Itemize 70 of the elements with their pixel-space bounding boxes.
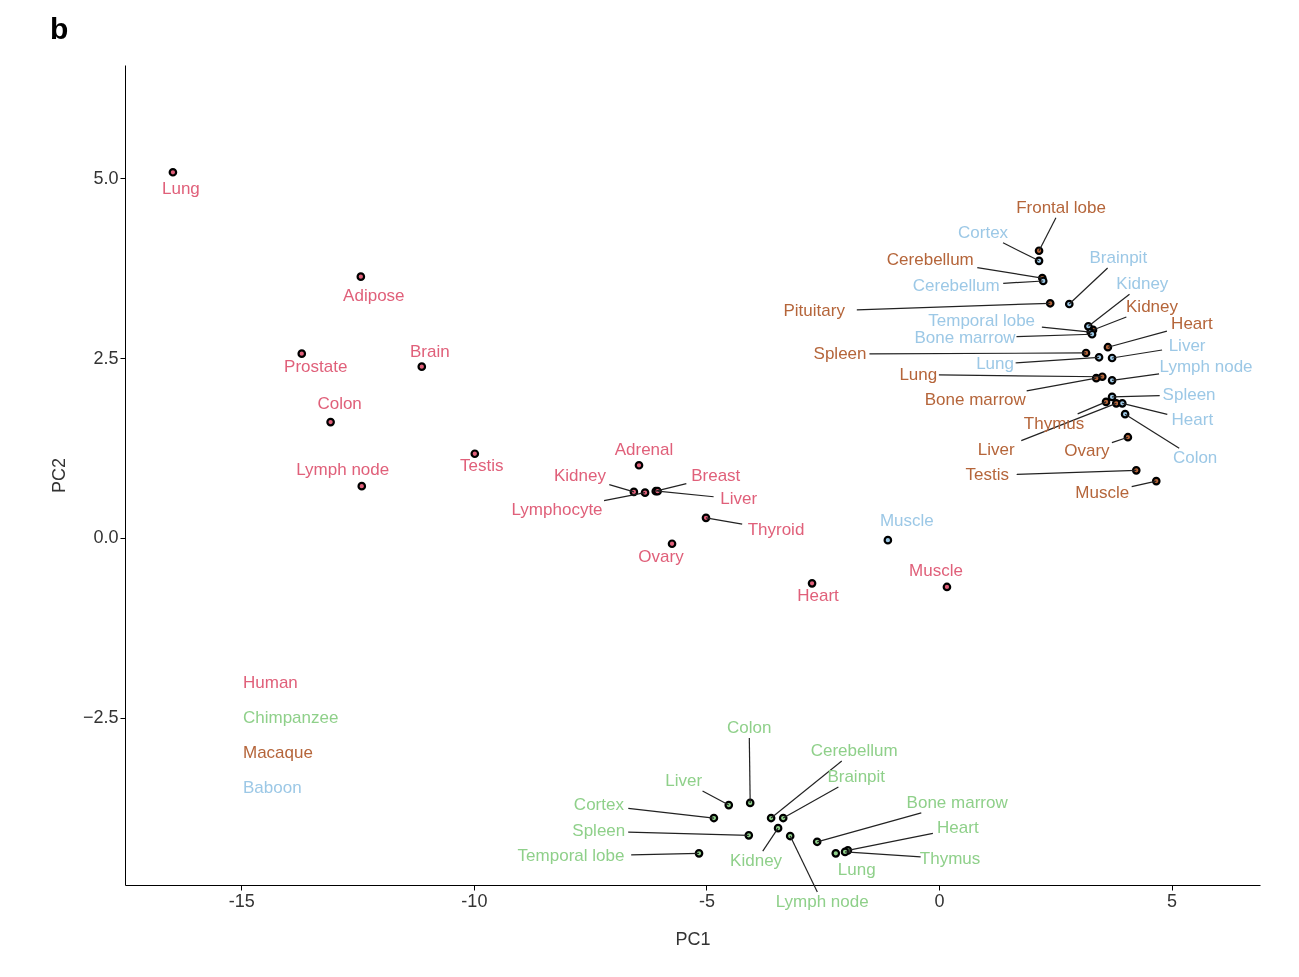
- text: Baboon: [243, 778, 302, 797]
- annotation: Kidney: [1126, 296, 1179, 316]
- text: Human: [243, 673, 298, 692]
- text: Macaque: [243, 743, 313, 762]
- text: Chimpanzee: [243, 708, 339, 727]
- x-tick-label: 0: [934, 890, 945, 911]
- annotation: Brainpit: [827, 767, 886, 787]
- annotation: Adipose: [343, 285, 405, 305]
- annotation: Pituitary: [783, 301, 846, 321]
- x-tick-label: -5: [698, 890, 715, 911]
- annotation: Heart: [1171, 314, 1213, 334]
- annotation: Colon: [1172, 448, 1218, 468]
- annotation: Cerebellum: [886, 250, 974, 270]
- chart-title: b: [50, 12, 69, 45]
- annotation: Lung: [899, 364, 938, 384]
- annotation: Heart: [1171, 410, 1214, 430]
- annotation: Lymph node: [775, 892, 869, 912]
- annotation: Ovary: [1064, 441, 1111, 461]
- annotation: Muscle: [909, 560, 963, 580]
- annotation: Cerebellum: [912, 275, 1000, 295]
- annotation: Lymph node: [1159, 357, 1253, 377]
- annotation: Lymphocyte: [511, 499, 603, 519]
- annotation: Prostate: [284, 356, 348, 376]
- annotation: Lung: [837, 860, 876, 880]
- annotation: Ovary: [638, 546, 685, 566]
- annotation: Lung: [976, 354, 1014, 374]
- annotation: Lymph node: [296, 460, 390, 480]
- annotation: Breast: [691, 466, 741, 486]
- annotation: Cortex: [958, 222, 1009, 242]
- annotation: Kidney: [730, 851, 783, 871]
- annotation: Spleen: [1162, 384, 1216, 404]
- annotation: Bone marrow: [924, 390, 1027, 410]
- annotation: Cortex: [573, 795, 625, 815]
- annotation: Adrenal: [614, 440, 674, 460]
- annotation: Muscle: [1075, 483, 1130, 503]
- annotation: Colon: [726, 717, 772, 737]
- annotation: Testis: [965, 465, 1009, 485]
- x-tick-label: -15: [228, 890, 255, 911]
- annotation: Colon: [317, 394, 362, 414]
- annotation: Bone marrow: [906, 792, 1009, 812]
- y-tick-label: 0.0: [93, 527, 119, 548]
- annotation: Thyroid: [747, 519, 805, 539]
- annotation: Brainpit: [1089, 248, 1148, 268]
- x-tick-label: 5: [1167, 890, 1178, 911]
- annotation: Liver: [1168, 336, 1206, 356]
- annotation: Liver: [665, 771, 703, 791]
- annotation: Testis: [460, 455, 504, 475]
- annotation: Bone marrow: [914, 328, 1017, 348]
- annotation: Thymus: [919, 848, 981, 868]
- annotation: Liver: [720, 489, 758, 509]
- annotation: Kidney: [1116, 274, 1169, 294]
- annotation: Spleen: [813, 343, 867, 363]
- annotation: Brain: [409, 341, 450, 361]
- annotation: Muscle: [879, 511, 934, 531]
- y-tick-label: 5.0: [93, 167, 119, 188]
- annotation: Liver: [977, 440, 1016, 460]
- annotation: Temporal lobe: [928, 311, 1036, 331]
- y-tick-label: −2.5: [82, 707, 119, 728]
- annotation: Temporal lobe: [517, 846, 625, 866]
- annotation: Frontal lobe: [1016, 197, 1106, 217]
- annotation: Spleen: [572, 821, 626, 841]
- annotation: Kidney: [553, 465, 607, 485]
- x-tick-label: -10: [461, 890, 488, 911]
- annotation: Lung: [162, 179, 200, 199]
- annotation: Cerebellum: [810, 741, 898, 761]
- y-tick-label: 2.5: [93, 347, 119, 368]
- y-axis-title: PC2: [48, 457, 69, 494]
- annotation: Heart: [797, 586, 840, 606]
- annotation: Heart: [937, 818, 979, 838]
- x-axis-title: PC1: [675, 928, 711, 949]
